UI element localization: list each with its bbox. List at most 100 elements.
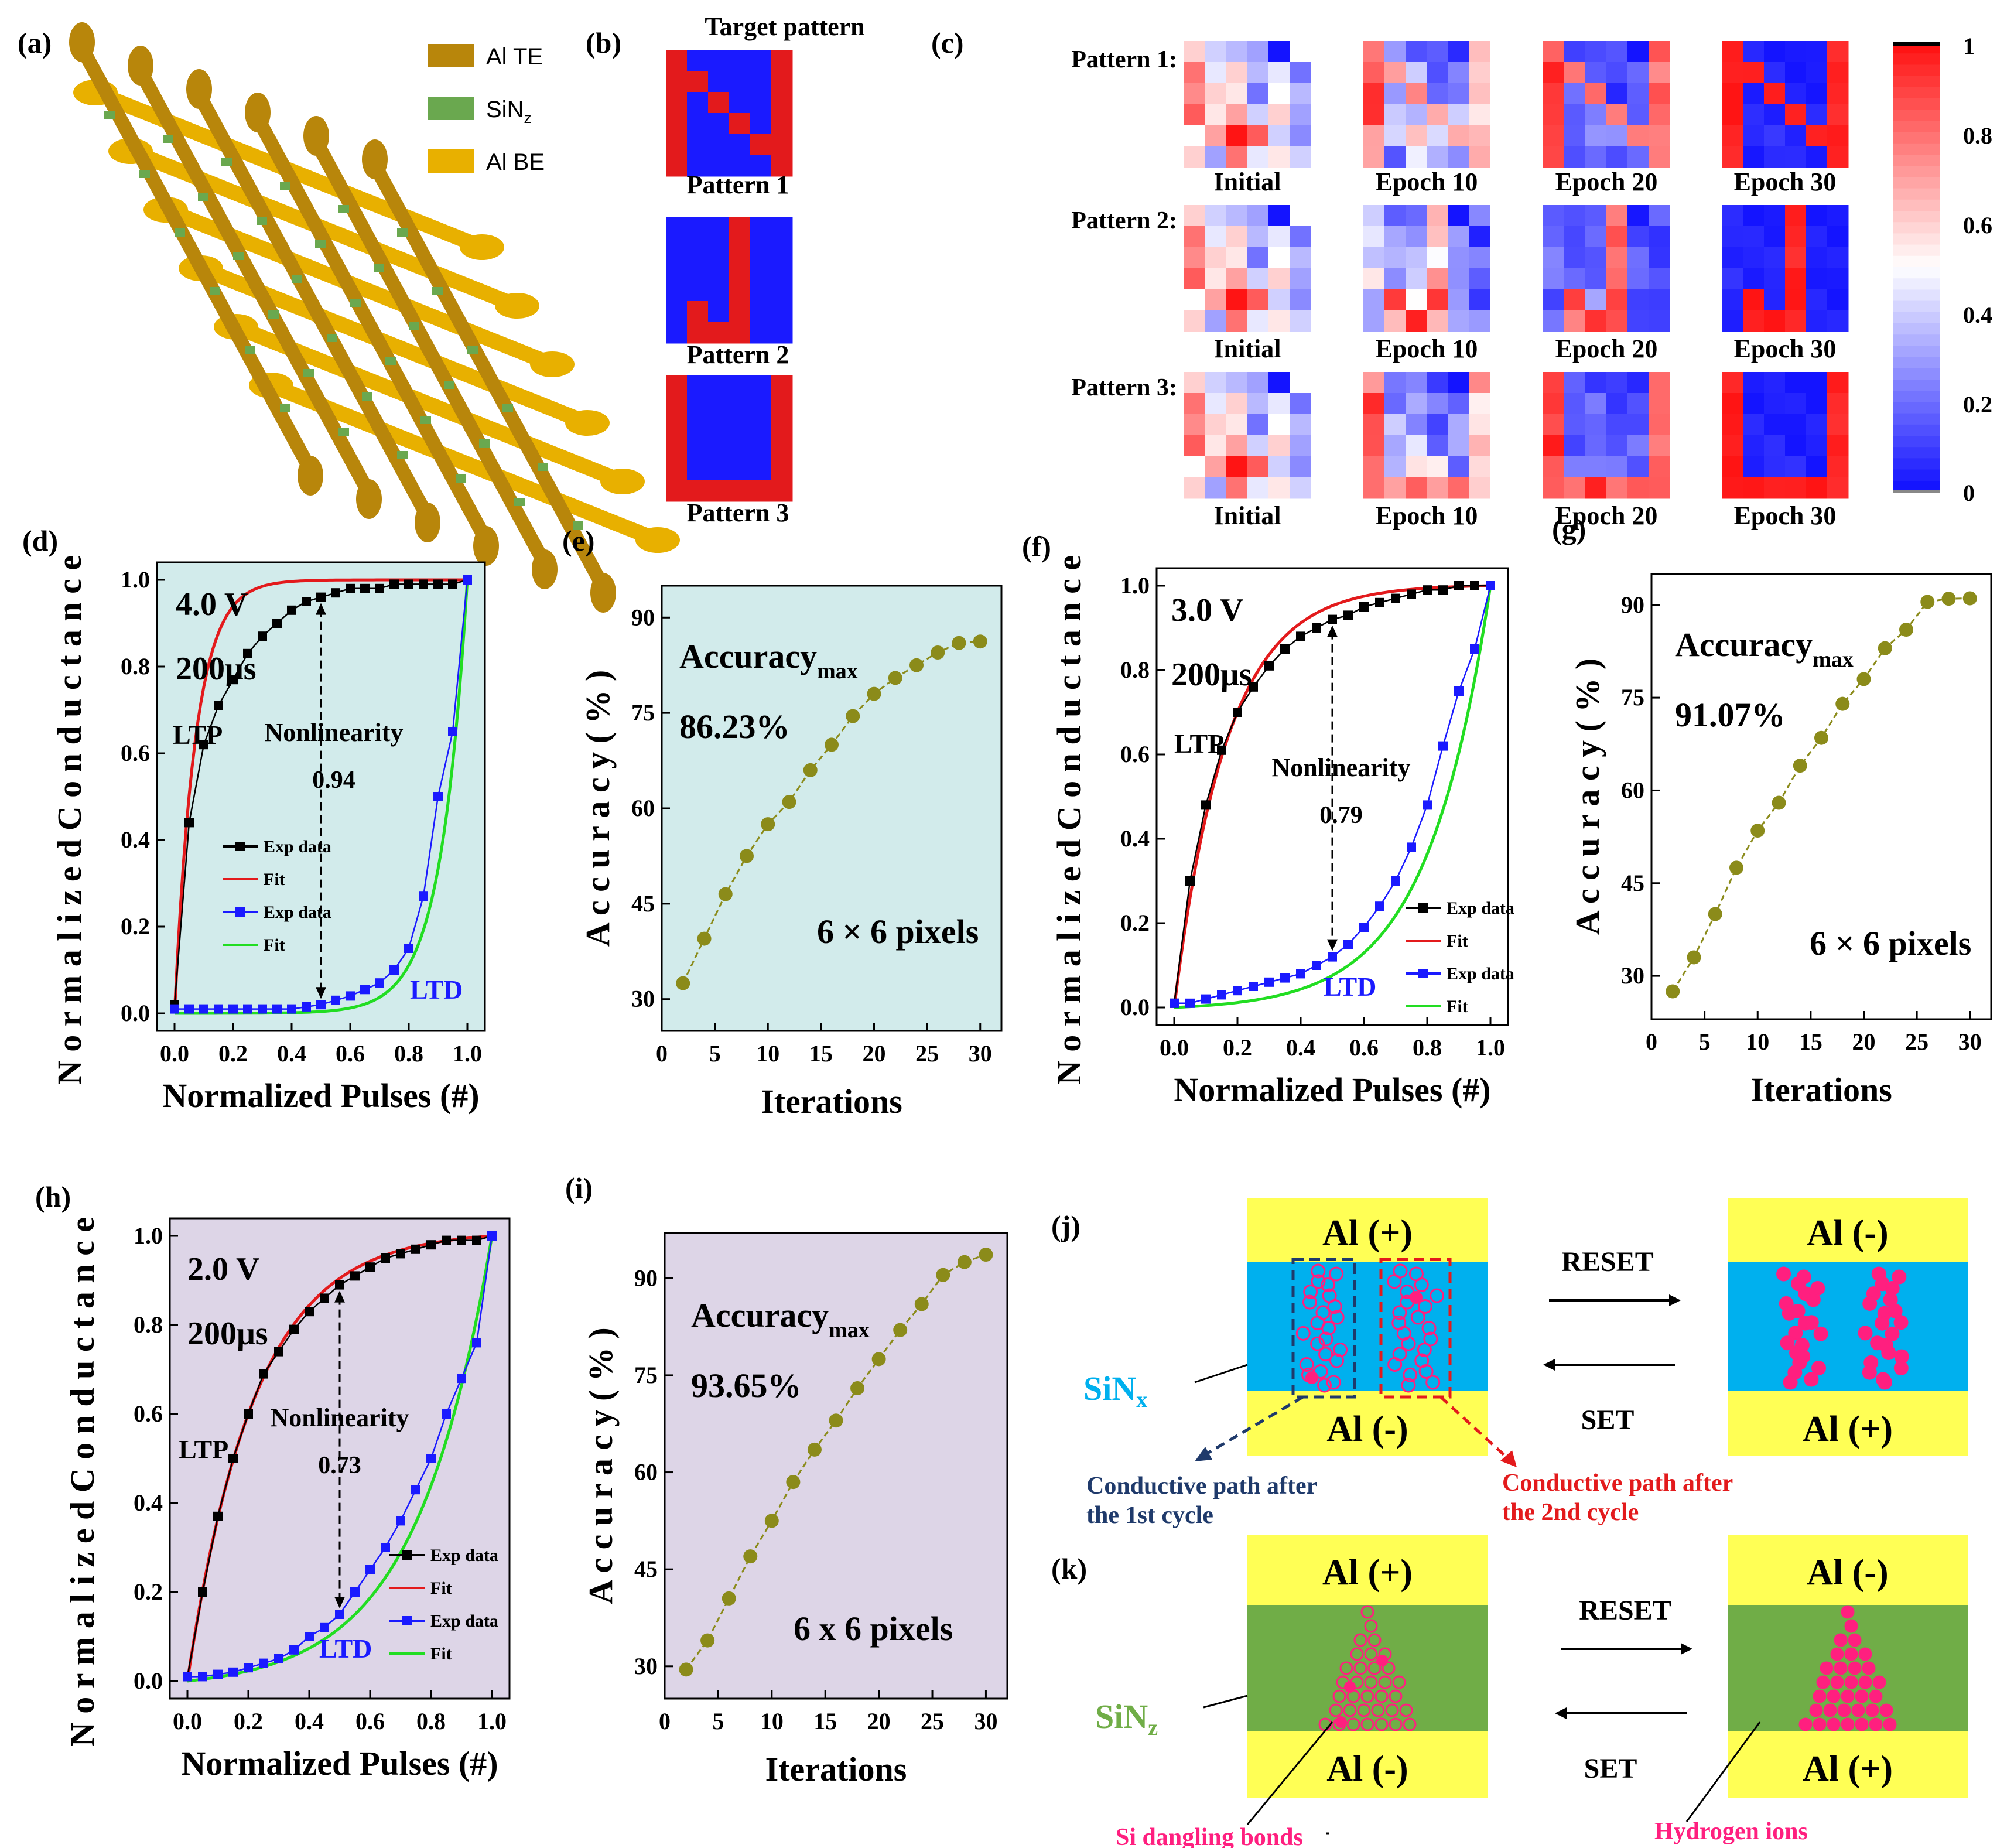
heatmap-cell — [1785, 372, 1807, 394]
x-tick-label: 10 — [1746, 1029, 1769, 1055]
heatmap-cell — [1543, 477, 1565, 499]
k-dangling-bond — [1339, 1661, 1353, 1675]
sinz-cell — [514, 498, 525, 506]
heatmap-cell — [1226, 62, 1248, 84]
y-tick-label: 90 — [1621, 592, 1644, 618]
voltage-label: 3.0 V — [1171, 592, 1243, 628]
heatmap-cell — [1806, 414, 1828, 436]
heatmap-cell — [1427, 226, 1448, 248]
x-tick-label: 0.6 — [336, 1040, 365, 1067]
accuracy-point — [931, 645, 945, 660]
j-filament-ion — [1776, 1266, 1791, 1282]
heatmap-cell — [1827, 456, 1849, 478]
j-filament-ion — [1780, 1335, 1795, 1351]
j-path-1st-arrowhead — [1195, 1447, 1212, 1461]
k-dangling-bond — [1367, 1633, 1382, 1647]
heatmap-cell — [1722, 372, 1743, 394]
heatmap-cell — [1290, 414, 1311, 436]
heatmap-cell — [1247, 247, 1269, 269]
heatmap-cell — [1427, 83, 1448, 105]
legend-swatch-al-te — [428, 44, 474, 67]
pattern-pixel — [771, 438, 793, 460]
sinz-cell — [233, 252, 244, 260]
pattern-pixel — [750, 280, 772, 302]
sinz-cell — [456, 474, 466, 483]
heatmap-cell — [1226, 456, 1248, 478]
ltp-exp-point — [1359, 602, 1369, 612]
heatmap-cell — [1184, 435, 1206, 457]
heatmap-cell — [1564, 372, 1586, 394]
heatmap-cell — [1649, 310, 1670, 332]
heatmap-cell — [1743, 268, 1765, 290]
heatmap-cell — [1363, 226, 1385, 248]
heatmap-cell — [1384, 83, 1406, 105]
heatmap-cell — [1627, 477, 1649, 499]
ltp-exp-point — [316, 592, 326, 602]
colorbar-segment — [1893, 357, 1940, 369]
ltp-exp-point — [1264, 661, 1274, 671]
accuracy-point — [1920, 595, 1935, 609]
heatmap-cell — [1469, 226, 1490, 248]
k-reset-label: RESET — [1579, 1595, 1671, 1626]
heatmap-cell — [1448, 393, 1469, 415]
heatmap-cell — [1363, 268, 1385, 290]
heatmap-cell — [1469, 414, 1490, 436]
x-axis-label: Iterations — [765, 1750, 907, 1788]
heatmap-cell — [1363, 372, 1385, 394]
ltp-exp-point — [335, 1280, 344, 1290]
colorbar-tick-0.8: 0.8 — [1963, 122, 1992, 149]
nonlinearity-label: Nonlinearity — [270, 1403, 409, 1432]
y-tick-label: 0.6 — [1120, 741, 1150, 767]
c-col-label: Epoch 30 — [1734, 501, 1837, 530]
heatmap-cell — [1363, 104, 1385, 126]
legend-swatch-sinz — [428, 97, 474, 120]
j-1st-path-ion — [1295, 1326, 1311, 1341]
colorbar-segment — [1893, 255, 1940, 268]
pixel-size-label: 6 × 6 pixels — [817, 913, 979, 951]
legend-marker — [1418, 969, 1428, 978]
k-hydrogen-ion — [1855, 1689, 1869, 1703]
pattern-pixel — [729, 113, 751, 135]
heatmap-cell — [1606, 125, 1628, 147]
colorbar-segment — [1893, 76, 1940, 88]
ltd-exp-point — [259, 1658, 268, 1668]
heatmap-cell — [1384, 226, 1406, 248]
sinz-cell — [338, 205, 349, 213]
legend-label-al-be: Al BE — [486, 149, 545, 175]
ltd-exp-point — [1296, 969, 1305, 979]
heatmap-cell — [1722, 435, 1743, 457]
pattern-pixel — [666, 238, 688, 259]
x-axis-label: Iterations — [1750, 1071, 1892, 1109]
heatmap-cell — [1785, 289, 1807, 311]
heatmap-cell — [1469, 310, 1490, 332]
ltp-exp-point — [320, 1293, 329, 1303]
heatmap-cell — [1448, 414, 1469, 436]
j-layer-pointer — [1194, 1364, 1248, 1384]
heatmap-cell — [1184, 393, 1206, 415]
j-2nd-path-ion — [1421, 1321, 1437, 1335]
colorbar-segment — [1893, 391, 1940, 403]
heatmap-cell — [1469, 372, 1490, 394]
pattern-pixel — [666, 217, 688, 238]
legend-label: Fit — [1447, 997, 1468, 1016]
heatmap-cell — [1785, 104, 1807, 126]
heatmap-cell — [1543, 104, 1565, 126]
accuracy-point — [1899, 623, 1913, 637]
pattern-pixel — [687, 238, 709, 259]
heatmap-cell — [1785, 247, 1807, 269]
colorbar-segment — [1893, 233, 1940, 245]
heatmap-cell — [1585, 146, 1607, 168]
legend-label: Fit — [430, 1579, 452, 1598]
heatmap-cell — [1743, 104, 1765, 126]
accuracy-point — [700, 1633, 715, 1648]
j-1st-path-ion — [1321, 1277, 1336, 1292]
heatmap-cell — [1469, 41, 1490, 63]
heatmap-cell — [1806, 62, 1828, 84]
ltd-exp-point — [1217, 990, 1226, 1000]
k-reset-arrowhead — [1681, 1643, 1692, 1655]
ltd-label: LTD — [1324, 972, 1376, 1002]
heatmap-cell — [1363, 310, 1385, 332]
colorbar-segment — [1893, 346, 1940, 358]
x-tick-label: 30 — [1958, 1029, 1982, 1055]
x-tick-label: 30 — [969, 1040, 992, 1067]
